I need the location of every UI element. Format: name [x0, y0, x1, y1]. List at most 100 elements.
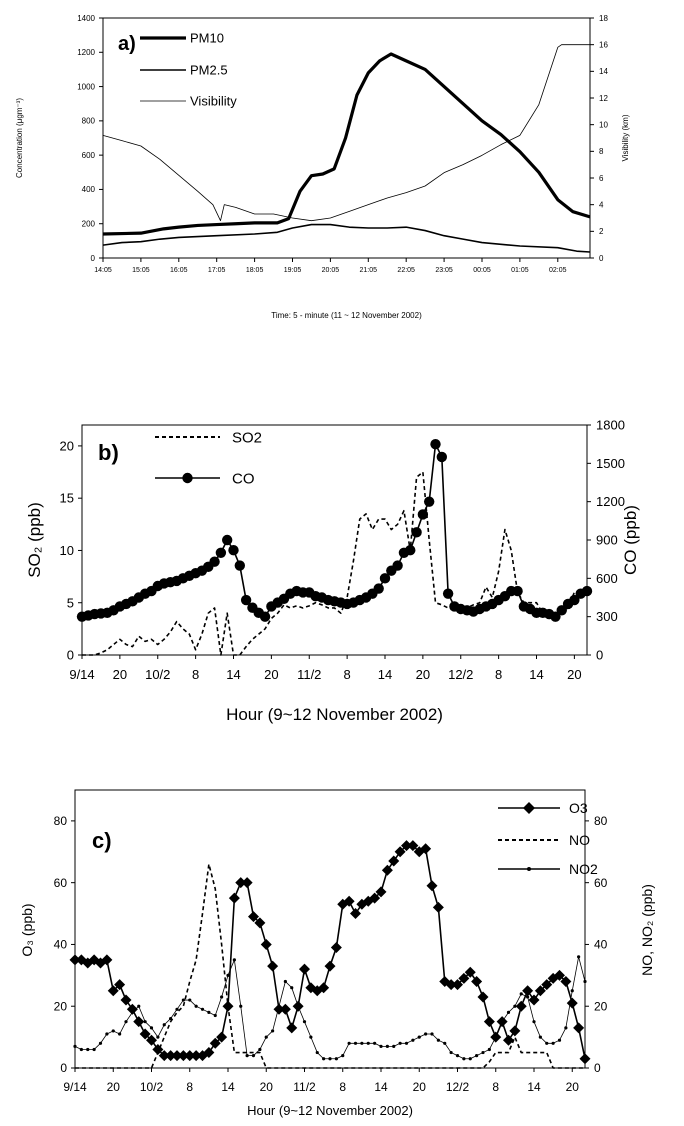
data-point-no2 — [468, 1057, 472, 1061]
data-point-no2 — [353, 1041, 358, 1045]
x-tick-label: 20 — [416, 667, 430, 682]
y2-tick-label: 16 — [599, 40, 608, 49]
x-tick-label: 8 — [186, 1080, 193, 1094]
data-point-no2 — [462, 1057, 466, 1061]
data-point-o3 — [260, 938, 272, 950]
x-tick-label: 19:05 — [284, 267, 302, 274]
data-point-no2 — [277, 1004, 281, 1008]
data-point-no2 — [443, 1041, 447, 1045]
data-point-o3 — [375, 886, 387, 898]
x-axis-title: Hour (9~12 November 2002) — [226, 705, 443, 724]
data-point-no2 — [315, 1050, 319, 1055]
data-point-o3 — [458, 972, 470, 984]
data-point-no2 — [118, 1032, 122, 1036]
data-point-co — [442, 588, 454, 599]
data-point-o3 — [388, 855, 400, 867]
legend-marker-no2 — [527, 867, 531, 871]
data-point-co — [556, 605, 567, 616]
x-tick-label: 17:05 — [208, 267, 226, 274]
data-point-o3 — [420, 843, 432, 855]
data-point-no2 — [392, 1044, 396, 1048]
x-tick-label: 10/2 — [140, 1080, 164, 1094]
legend-marker-o3 — [523, 802, 535, 814]
y-tick-label: 1000 — [77, 82, 95, 91]
data-point-no2 — [207, 1010, 211, 1015]
series-line-pm10 — [102, 52, 591, 236]
y-tick-label: 5 — [67, 595, 74, 610]
data-point-no2 — [156, 1035, 160, 1039]
x-tick-label: 18:05 — [246, 267, 264, 274]
series-line-pm2-5 — [102, 223, 591, 253]
y2-tick-label: 20 — [594, 999, 608, 1013]
data-point-co — [379, 573, 391, 584]
data-point-no2 — [404, 1041, 409, 1045]
y-tick-label: 60 — [54, 876, 68, 890]
data-point-no2 — [137, 1004, 141, 1008]
y-tick-label: 1400 — [77, 14, 95, 23]
data-point-o3 — [566, 997, 578, 1009]
data-point-no2 — [545, 1041, 549, 1045]
series-line-no — [75, 863, 585, 1069]
y-tick-label: 0 — [60, 1061, 67, 1075]
x-tick-label: 14 — [378, 667, 392, 682]
data-point-no2 — [398, 1041, 402, 1045]
y-axis-title: O₃ (ppb) — [19, 903, 35, 956]
data-point-o3 — [560, 976, 572, 988]
data-point-no2 — [251, 1054, 256, 1058]
data-point-o3 — [267, 960, 279, 972]
data-point-o3 — [554, 969, 565, 981]
y2-tick-label: 80 — [594, 814, 608, 828]
panel-label: c) — [92, 828, 112, 853]
data-point-co — [550, 611, 561, 622]
data-point-o3 — [509, 1025, 521, 1037]
y-tick-label: 200 — [82, 220, 96, 229]
data-point-o3 — [203, 1047, 215, 1059]
x-tick-label: 15:05 — [132, 267, 150, 274]
data-point-no2 — [424, 1032, 428, 1036]
y2-tick-label: 6 — [599, 174, 604, 183]
data-point-no2 — [130, 1010, 134, 1015]
data-point-o3 — [471, 976, 483, 988]
data-point-no2 — [111, 1029, 115, 1033]
data-point-co — [512, 585, 523, 597]
data-point-o3 — [101, 954, 113, 966]
data-point-o3 — [579, 1053, 591, 1065]
data-point-co — [215, 547, 227, 558]
series-line-so2 — [82, 471, 581, 656]
data-point-no2 — [577, 955, 581, 959]
x-tick-label: 16:05 — [170, 267, 188, 274]
data-point-no2 — [532, 1020, 536, 1024]
data-point-no2 — [239, 1004, 243, 1008]
data-point-o3 — [407, 840, 419, 852]
x-tick-label: 11/2 — [293, 1080, 316, 1094]
data-point-no2 — [194, 1004, 198, 1008]
data-point-o3 — [541, 979, 553, 991]
y2-tick-label: 0 — [599, 254, 604, 263]
data-point-no2 — [557, 1038, 562, 1042]
data-point-no2 — [290, 986, 294, 990]
panel-b: 0 5 10 15 20 0 300 600 900 1200 1500 1800 9/14 20 10/2… — [25, 418, 640, 724]
x-tick-label: 21:05 — [360, 267, 378, 274]
data-point-no2 — [475, 1054, 479, 1058]
x-tick-label: 9/14 — [69, 667, 94, 682]
data-point-no2 — [341, 1054, 345, 1058]
legend-label-visibility: Visibility — [190, 94, 237, 109]
data-point-no2 — [526, 995, 530, 999]
data-point-o3 — [254, 917, 266, 929]
data-point-no2 — [181, 998, 185, 1002]
y2-axis-title: Visibility (km) — [621, 114, 630, 161]
data-point-o3 — [279, 1003, 291, 1015]
legend-label-no: NO — [569, 832, 590, 848]
x-tick-label: 20 — [264, 667, 278, 682]
x-tick-label: 12/2 — [446, 1080, 470, 1094]
data-point-no2 — [79, 1047, 83, 1052]
data-point-no2 — [302, 1020, 307, 1024]
data-point-no2 — [347, 1041, 351, 1045]
data-point-no2 — [220, 995, 224, 999]
data-point-co — [373, 583, 384, 594]
data-point-co — [405, 545, 416, 556]
plot-frame — [74, 789, 586, 1069]
data-point-no2 — [449, 1050, 453, 1055]
data-point-no2 — [245, 1054, 249, 1058]
data-point-no2 — [264, 1035, 268, 1039]
